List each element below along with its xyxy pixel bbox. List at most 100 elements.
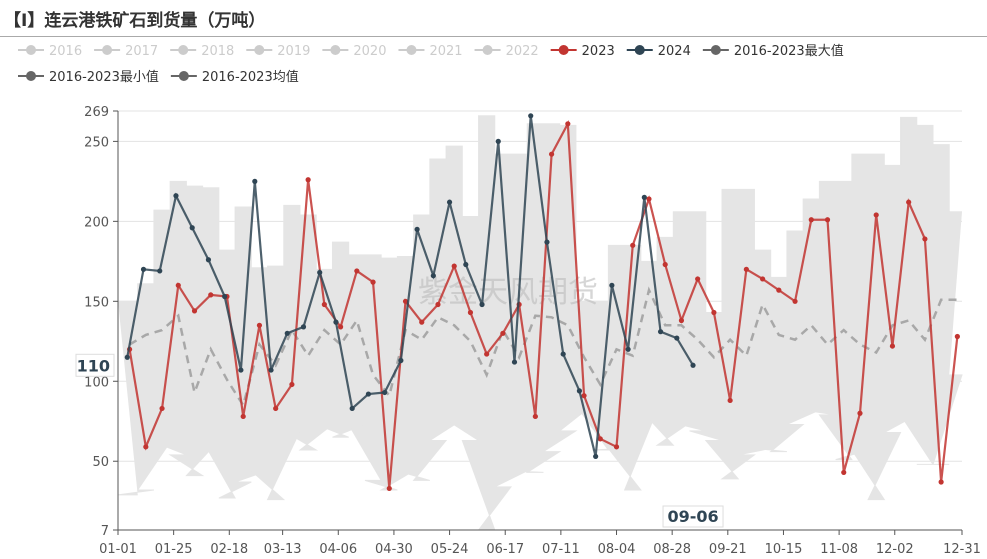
y-tick-label: 200 <box>84 215 109 230</box>
legend-marker-icon <box>406 45 417 55</box>
legend-marker-icon <box>26 45 36 55</box>
data-point-2024 <box>609 282 615 288</box>
x-tick-label: 06-17 <box>486 542 524 557</box>
legend-label: 2021 <box>429 44 462 59</box>
legend-marker-icon <box>26 71 36 81</box>
series-2023-line <box>128 119 959 489</box>
data-point-2023 <box>646 196 652 202</box>
data-point-2023 <box>532 413 538 420</box>
data-point-2024 <box>560 351 566 357</box>
data-point-2023 <box>695 276 701 282</box>
data-point-2024 <box>365 391 372 397</box>
legend-marker-icon <box>178 45 189 55</box>
y-tick-label: 100 <box>84 375 109 390</box>
legend-marker-icon <box>254 45 265 55</box>
data-point-2023 <box>581 393 587 399</box>
series-2024-line <box>126 115 694 457</box>
y-tick-label: 7 <box>101 524 109 539</box>
data-point-2023 <box>873 212 879 218</box>
data-point-2023 <box>662 261 668 268</box>
legend-label: 2020 <box>353 44 386 59</box>
x-pointer-label: 09-06 <box>667 507 718 526</box>
data-point-2023 <box>289 381 295 388</box>
data-point-2023 <box>630 242 636 248</box>
data-point-2024 <box>479 301 485 308</box>
legend-label: 2017 <box>125 44 158 59</box>
data-point-2024 <box>511 359 518 365</box>
y-tick-label: 269 <box>84 105 109 120</box>
data-point-2024 <box>641 194 647 200</box>
data-point-2023 <box>759 276 766 282</box>
legend-marker-icon <box>102 45 113 55</box>
legend-item-2016-2023均值[interactable]: 2016-2023均值 <box>170 69 299 85</box>
data-point-2023 <box>208 292 214 298</box>
x-tick-label: 11-08 <box>820 542 858 557</box>
data-point-2023 <box>419 319 425 325</box>
legend-item-2019[interactable]: 2019 <box>246 44 310 59</box>
data-point-2023 <box>727 397 733 404</box>
data-point-2023 <box>467 309 474 316</box>
x-tick-label: 03-13 <box>264 542 302 557</box>
legend-item-2016[interactable]: 2016 <box>18 44 82 59</box>
data-point-2023 <box>776 287 782 293</box>
x-tick-label: 07-11 <box>542 542 580 557</box>
legend-marker-icon <box>558 45 569 55</box>
data-point-2023 <box>370 279 376 285</box>
title-divider <box>0 36 987 37</box>
legend-item-2021[interactable]: 2021 <box>398 44 463 59</box>
data-point-2024 <box>157 268 163 274</box>
legend-item-2023[interactable]: 2023 <box>550 44 615 59</box>
data-point-2023 <box>743 266 749 272</box>
data-point-2024 <box>657 329 664 335</box>
data-point-2023 <box>906 199 912 205</box>
data-point-2023 <box>159 405 165 412</box>
data-point-2024 <box>317 269 323 276</box>
data-point-2023 <box>337 324 344 330</box>
data-point-2024 <box>446 199 453 205</box>
legend-item-2016-2023最小值[interactable]: 2016-2023最小值 <box>18 69 159 85</box>
y-pointer-label-bg <box>75 353 115 377</box>
data-point-2023 <box>857 410 863 416</box>
legend-marker-icon <box>330 45 341 55</box>
data-point-2023 <box>321 301 327 308</box>
data-point-2023 <box>402 298 409 304</box>
data-point-2023 <box>889 343 896 349</box>
x-tick-label: 12-31 <box>943 542 981 557</box>
legend: 2016 2017 2018 2019 2020 2021 2022 2023 2024 2016… <box>18 43 844 85</box>
data-point-2024 <box>576 388 583 394</box>
max-min-band <box>118 115 962 531</box>
legend-item-2018[interactable]: 2018 <box>170 44 234 59</box>
x-tick-label: 12-02 <box>876 542 914 557</box>
data-point-2023 <box>354 268 360 274</box>
data-point-2024 <box>528 113 534 119</box>
legend-item-2024[interactable]: 2024 <box>626 44 691 59</box>
data-point-2024 <box>140 266 147 272</box>
y-pointer-label: 110 <box>77 356 110 375</box>
x-tick-label: 08-04 <box>598 542 636 557</box>
data-point-2023 <box>548 151 555 157</box>
legend-item-2020[interactable]: 2020 <box>322 44 386 59</box>
data-point-2024 <box>284 330 290 336</box>
legend-label: 2022 <box>506 44 539 59</box>
data-point-2023 <box>678 317 685 324</box>
data-point-2023 <box>191 308 198 314</box>
legend-item-2022[interactable]: 2022 <box>474 44 539 59</box>
data-point-2023 <box>143 444 149 450</box>
x-tick-label: 04-30 <box>375 542 413 557</box>
data-point-2023 <box>386 485 392 492</box>
y-tick-label: 250 <box>84 135 109 150</box>
data-point-2024 <box>398 357 404 364</box>
data-point-2023 <box>597 436 603 442</box>
legend-label: 2016-2023均值 <box>202 69 299 85</box>
data-point-2024 <box>173 193 179 199</box>
data-point-2024 <box>690 362 696 368</box>
legend-item-2016-2023最大值[interactable]: 2016-2023最大值 <box>702 43 844 59</box>
data-point-2024 <box>238 367 244 373</box>
data-point-2024 <box>414 226 420 232</box>
legend-label: 2024 <box>658 44 691 59</box>
data-point-2023 <box>435 301 441 308</box>
legend-label: 2016-2023最小值 <box>49 69 159 85</box>
legend-item-2017[interactable]: 2017 <box>94 44 158 59</box>
data-point-2024 <box>222 293 228 300</box>
